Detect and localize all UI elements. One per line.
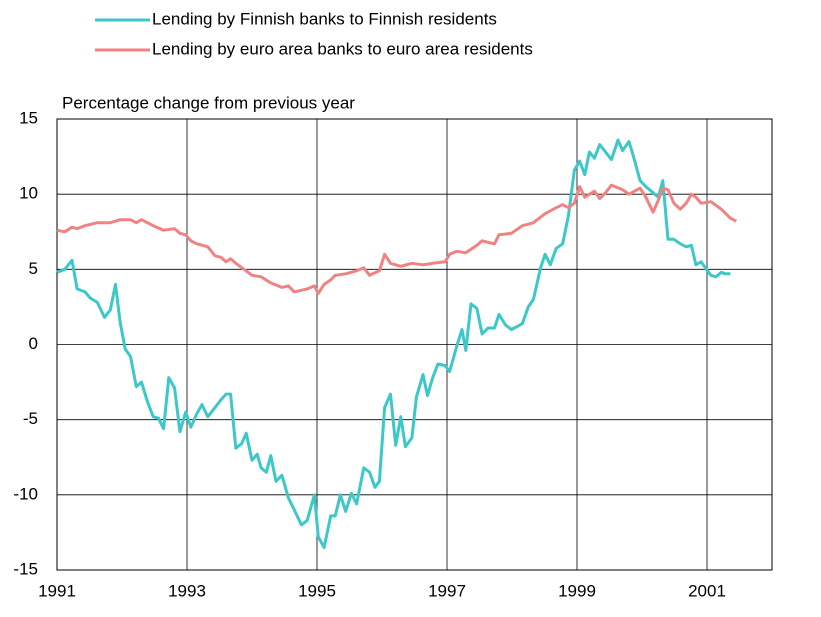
axis-title: Percentage change from previous year bbox=[62, 93, 355, 112]
legend-label: Lending by Finnish banks to Finnish resi… bbox=[152, 9, 497, 28]
x-tick-label: 1997 bbox=[428, 581, 466, 600]
y-tick-label: 0 bbox=[29, 334, 38, 353]
plot-frame bbox=[56, 118, 773, 571]
x-tick-label: 1995 bbox=[298, 581, 336, 600]
x-tick-label: 1993 bbox=[168, 581, 206, 600]
x-tick-label: 1991 bbox=[38, 581, 76, 600]
data-line bbox=[56, 183, 737, 295]
x-tick-label: 2001 bbox=[688, 581, 726, 600]
legend-label: Lending by euro area banks to euro area … bbox=[152, 39, 533, 58]
data-line bbox=[56, 138, 731, 549]
y-tick-label: -15 bbox=[13, 559, 38, 578]
y-tick-label: 15 bbox=[19, 108, 38, 127]
y-tick-label: -5 bbox=[23, 409, 38, 428]
y-tick-label: -10 bbox=[13, 484, 38, 503]
y-tick-label: 10 bbox=[19, 184, 38, 203]
x-tick-label: 1999 bbox=[558, 581, 596, 600]
y-tick-label: 5 bbox=[29, 259, 38, 278]
